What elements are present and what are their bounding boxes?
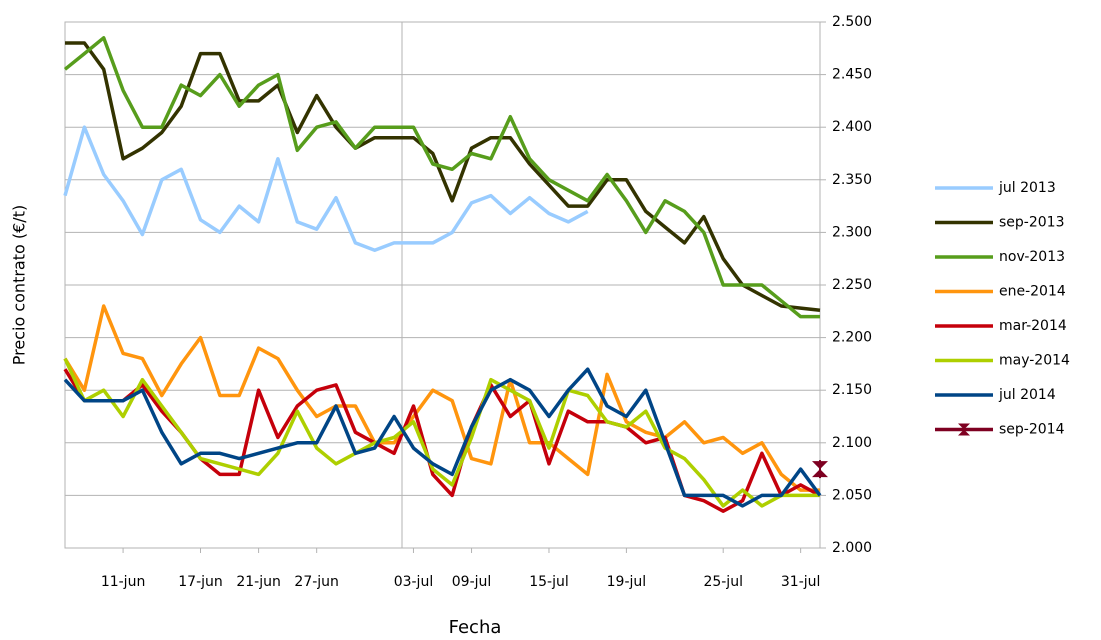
plot-frame	[64, 21, 821, 549]
x-tick-label: 09-jul	[452, 574, 492, 590]
legend-label: sep-2013	[999, 215, 1064, 231]
x-tick-label: 31-jul	[781, 574, 821, 590]
y-axis-label: Precio contrato (€/t)	[10, 205, 29, 365]
y-tick-label: 2.500	[832, 14, 872, 30]
series-line	[63, 304, 820, 492]
legend-label: may-2014	[999, 353, 1070, 369]
y-tick-label: 2.000	[832, 540, 872, 556]
legend-label: jul 2014	[998, 387, 1056, 403]
y-tick-label: 2.050	[832, 487, 872, 503]
point-marker	[812, 461, 828, 478]
y-tick-label: 2.150	[832, 382, 872, 398]
y-tick-label: 2.200	[832, 330, 872, 346]
x-tick-label: 17-jun	[178, 574, 223, 590]
series-line	[63, 36, 820, 319]
x-tick-label: 21-jun	[236, 574, 281, 590]
series-line	[63, 125, 589, 253]
legend-label: ene-2014	[999, 284, 1066, 300]
x-tick-label: 25-jul	[703, 574, 743, 590]
y-tick-label: 2.350	[832, 172, 872, 188]
y-tick-label: 2.400	[832, 119, 872, 135]
y-tick-label: 2.250	[832, 277, 872, 293]
x-tick-label: 11-jun	[101, 574, 146, 590]
legend-label: mar-2014	[999, 318, 1067, 334]
x-axis-label: Fecha	[449, 617, 502, 638]
y-tick-label: 2.100	[832, 435, 872, 451]
legend-label: jul 2013	[998, 180, 1056, 196]
x-tick-label: 15-jul	[529, 574, 569, 590]
x-tick-label: 03-jul	[394, 574, 434, 590]
series-line	[63, 357, 820, 508]
series-line	[65, 41, 821, 312]
y-tick-label: 2.450	[832, 67, 872, 83]
legend-marker	[958, 423, 970, 436]
legend-label: nov-2013	[999, 249, 1065, 265]
x-tick-label: 27-jun	[294, 574, 339, 590]
legend-label: sep-2014	[999, 422, 1065, 438]
series-line	[63, 367, 822, 508]
y-tick-label: 2.300	[832, 224, 872, 240]
x-tick-label: 19-jul	[607, 574, 647, 590]
